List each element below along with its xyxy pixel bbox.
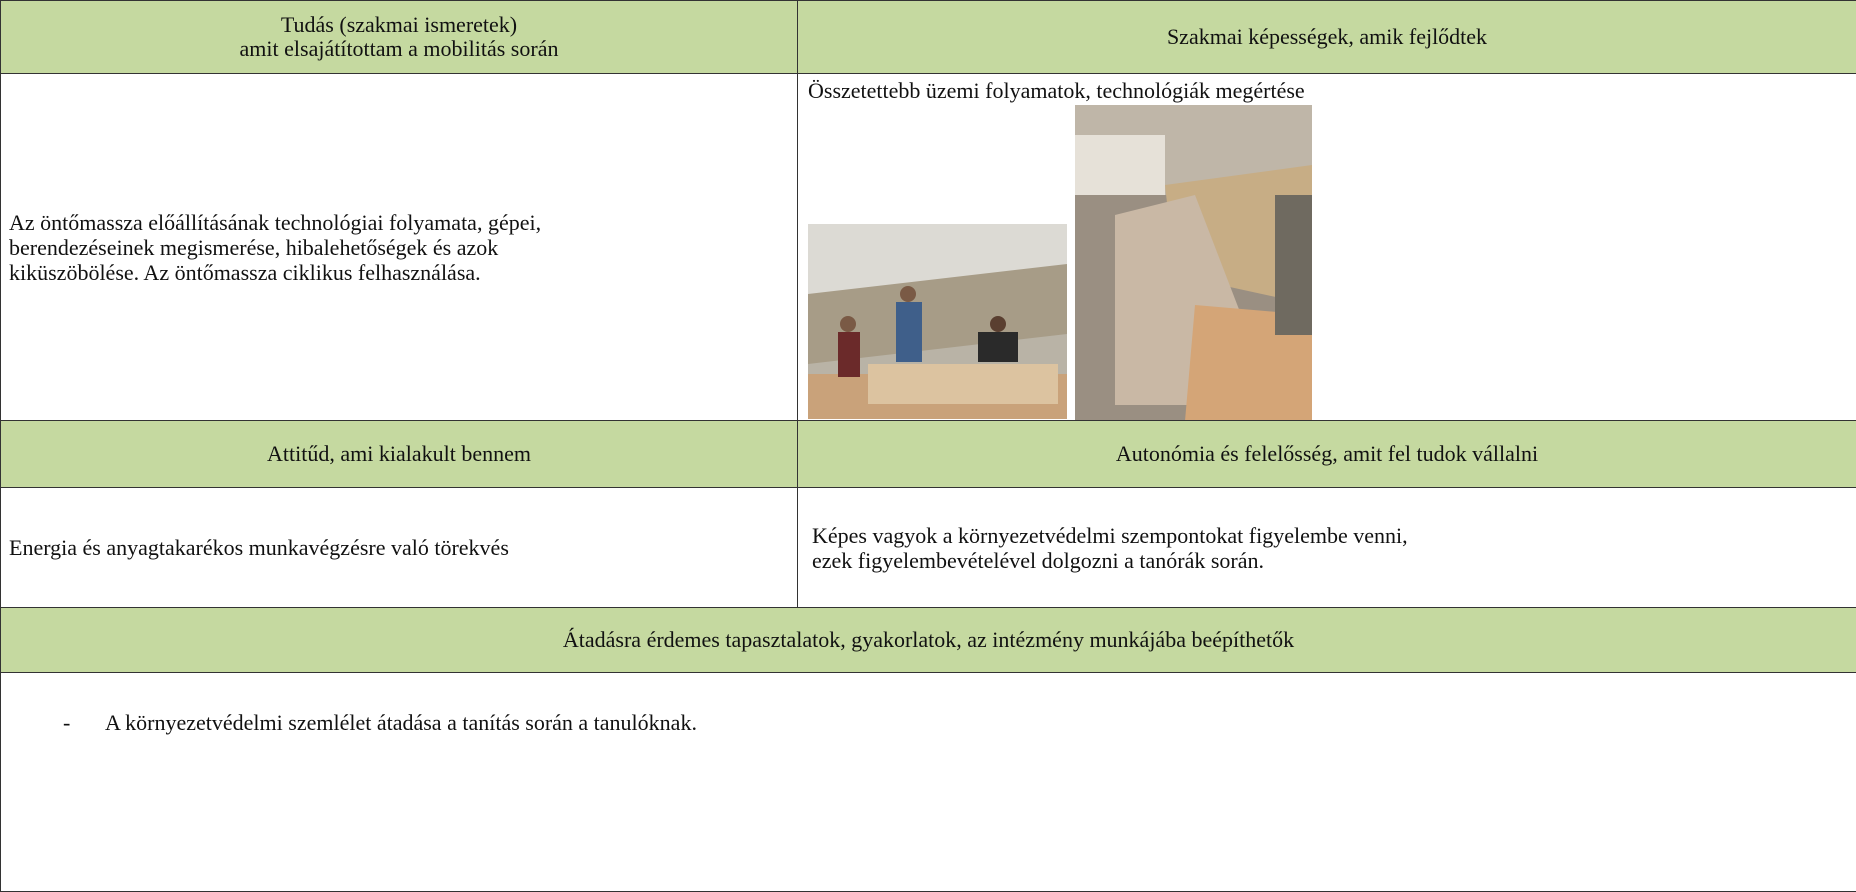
photo [808, 224, 1067, 419]
text-line: Energia és anyagtakarékos munkavégzésre … [9, 535, 509, 560]
text-cell: Képes vagyok a környezetvédelmi szempont… [797, 487, 1856, 608]
header-text: Autonómia és felelősség, amit fel tudok … [1115, 441, 1539, 466]
bullet: - [63, 710, 71, 735]
header-line: amit elsajátítottam a mobilitás során [239, 36, 559, 61]
header-cell: Átadásra érdemes tapasztalatok, gyakorla… [0, 607, 1856, 673]
list-item: A környezetvédelmi szemlélet átadása a t… [105, 710, 697, 735]
text-cell: Az öntőmassza előállításának technológia… [0, 73, 798, 421]
header-cell: Szakmai képességek, amik fejlődtek [797, 0, 1856, 74]
header-text: Attitűd, ami kialakult bennem [267, 441, 531, 466]
header-line: Tudás (szakmai ismeretek) [280, 12, 518, 37]
header-cell: Autonómia és felelősség, amit fel tudok … [797, 420, 1856, 488]
text-line: berendezéseinek megismerése, hibalehetős… [9, 234, 499, 260]
header-cell: Tudás (szakmai ismeretek) amit elsajátít… [0, 0, 798, 74]
header-text: Átadásra érdemes tapasztalatok, gyakorla… [562, 627, 1295, 652]
text-line: ezek figyelembevételével dolgozni a tanó… [812, 547, 1265, 573]
photo [1075, 105, 1312, 421]
text-line: kiküszöbölése. Az öntőmassza ciklikus fe… [9, 259, 481, 285]
header-text: Szakmai képességek, amik fejlődtek [1166, 24, 1488, 49]
text-cell: Összetettebb üzemi folyamatok, technológ… [797, 73, 1856, 421]
text-cell: Energia és anyagtakarékos munkavégzésre … [0, 487, 798, 608]
text-line: Az öntőmassza előállításának technológia… [9, 209, 542, 235]
text-line: Összetettebb üzemi folyamatok, technológ… [808, 78, 1305, 103]
header-cell: Attitűd, ami kialakult bennem [0, 420, 798, 488]
text-cell: - A környezetvédelmi szemlélet átadása a… [0, 672, 1856, 892]
text-line: Képes vagyok a környezetvédelmi szempont… [812, 522, 1408, 548]
